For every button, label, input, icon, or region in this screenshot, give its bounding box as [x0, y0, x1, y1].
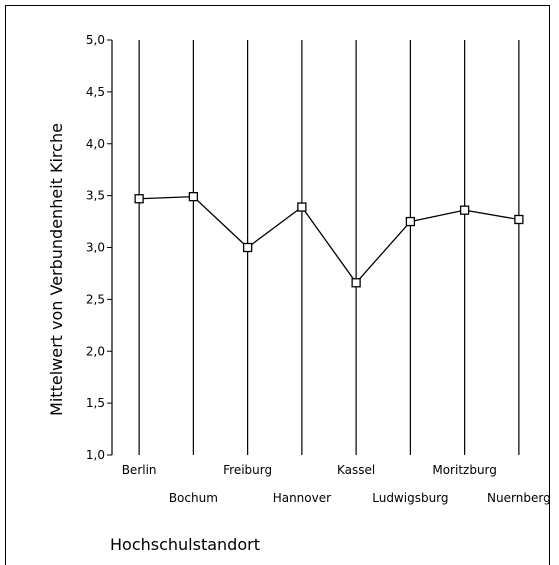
x-tick-label-hannover: Hannover: [273, 491, 331, 505]
x-axis-title: Hochschulstandort: [110, 535, 260, 554]
x-tick-label-freiburg: Freiburg: [223, 463, 272, 477]
data-point-kassel: [351, 278, 361, 288]
y-tick-label: 1,5: [86, 396, 105, 410]
y-tick-label: 2,0: [86, 344, 105, 358]
data-point-ludwigsburg: [405, 216, 416, 227]
y-tick-label: 2,5: [86, 292, 105, 306]
series-line: [139, 196, 519, 284]
data-point-freiburg: [242, 242, 253, 253]
y-tick-label: 4,5: [86, 85, 105, 99]
x-tick-label-ludwigsburg: Ludwigsburg: [372, 491, 448, 505]
data-point-hannover: [297, 202, 307, 212]
data-point-berlin: [134, 194, 144, 204]
x-tick-label-nuernberg: Nuernberg: [487, 491, 551, 505]
y-axis-ticks: 1,0 1,5 2,0 2,5 3,0 3,5 4,0 4,5 5,0: [86, 33, 112, 462]
data-point-moritzburg: [459, 205, 470, 215]
chart-frame: [5, 5, 550, 565]
y-axis-title: Mittelwert von Verbundenheit Kirche: [47, 123, 66, 416]
y-tick-label: 4,0: [86, 137, 105, 151]
series-markers: [134, 192, 524, 288]
x-tick-label-kassel: Kassel: [337, 463, 375, 477]
y-tick-label: 3,0: [86, 241, 105, 255]
data-point-nuernberg: [514, 214, 524, 225]
x-tick-label-bochum: Bochum: [169, 491, 218, 505]
x-tick-label-moritzburg: Moritzburg: [432, 463, 497, 477]
y-tick-label: 1,0: [86, 448, 105, 462]
y-tick-label: 5,0: [86, 33, 105, 47]
grid-lines: [138, 40, 520, 455]
x-tick-label-berlin: Berlin: [122, 463, 157, 477]
data-point-bochum: [188, 192, 199, 202]
y-tick-label: 3,5: [86, 189, 105, 203]
